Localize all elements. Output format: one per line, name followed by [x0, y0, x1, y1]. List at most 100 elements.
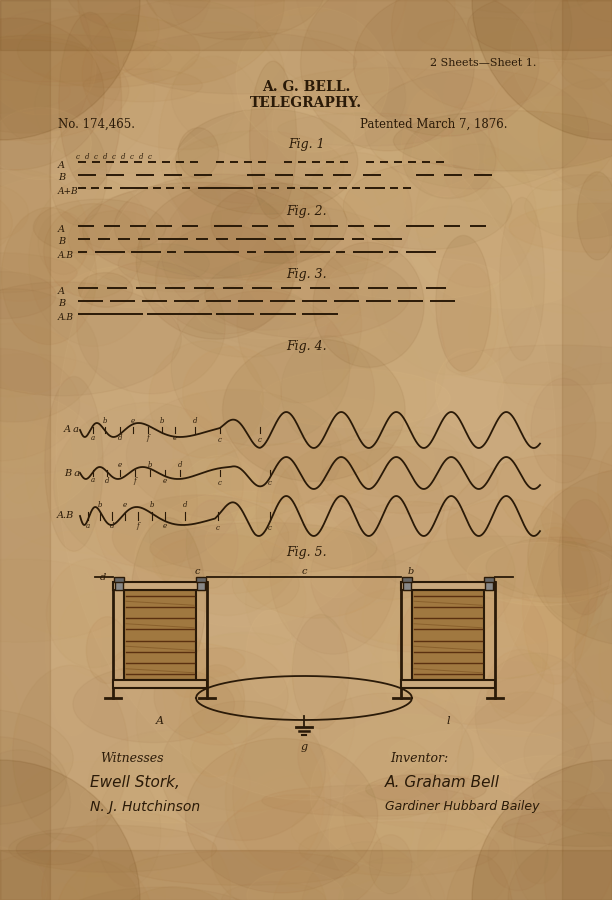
- Ellipse shape: [191, 732, 235, 777]
- Ellipse shape: [70, 266, 201, 308]
- Ellipse shape: [262, 786, 476, 816]
- Text: g: g: [300, 742, 308, 752]
- Text: e: e: [173, 434, 177, 442]
- Ellipse shape: [206, 444, 372, 504]
- Text: B: B: [58, 174, 65, 183]
- Ellipse shape: [0, 390, 97, 518]
- Ellipse shape: [42, 813, 231, 900]
- Ellipse shape: [0, 174, 182, 280]
- Ellipse shape: [223, 338, 405, 482]
- Text: f: f: [147, 434, 149, 442]
- Ellipse shape: [239, 184, 389, 326]
- Ellipse shape: [222, 119, 269, 281]
- Text: c: c: [148, 153, 152, 161]
- Bar: [484, 577, 494, 582]
- Text: Fig. 4.: Fig. 4.: [286, 340, 326, 353]
- Ellipse shape: [179, 670, 247, 788]
- Ellipse shape: [550, 0, 612, 89]
- Text: b: b: [160, 417, 164, 425]
- Bar: [124, 590, 196, 680]
- Ellipse shape: [9, 825, 217, 872]
- Ellipse shape: [343, 163, 512, 249]
- Text: d: d: [183, 501, 187, 509]
- Bar: [403, 579, 411, 590]
- Ellipse shape: [487, 650, 554, 724]
- Ellipse shape: [509, 203, 612, 253]
- Ellipse shape: [341, 329, 426, 469]
- Ellipse shape: [414, 499, 598, 679]
- Ellipse shape: [112, 495, 289, 579]
- Ellipse shape: [0, 0, 149, 135]
- Ellipse shape: [344, 595, 584, 648]
- Text: c: c: [218, 436, 222, 444]
- Text: A.B: A.B: [58, 250, 74, 259]
- Text: A. G. BELL.: A. G. BELL.: [262, 80, 350, 94]
- Ellipse shape: [153, 535, 292, 594]
- Ellipse shape: [496, 38, 612, 168]
- Bar: [401, 680, 495, 688]
- Ellipse shape: [337, 298, 512, 380]
- Ellipse shape: [446, 454, 612, 603]
- Ellipse shape: [159, 56, 268, 229]
- Text: d: d: [103, 153, 107, 161]
- Text: c: c: [94, 153, 98, 161]
- Ellipse shape: [365, 774, 487, 805]
- Text: a: a: [86, 522, 90, 530]
- Ellipse shape: [176, 109, 358, 214]
- Ellipse shape: [86, 616, 129, 683]
- Ellipse shape: [0, 194, 12, 252]
- Ellipse shape: [370, 626, 428, 738]
- Ellipse shape: [435, 348, 504, 432]
- Ellipse shape: [160, 701, 326, 841]
- Ellipse shape: [177, 634, 293, 734]
- Ellipse shape: [511, 0, 612, 132]
- Text: d: d: [139, 153, 143, 161]
- Ellipse shape: [0, 0, 159, 86]
- Bar: [113, 680, 207, 688]
- Text: d: d: [177, 461, 182, 469]
- Text: N. J. Hutchinson: N. J. Hutchinson: [90, 800, 200, 814]
- Text: e: e: [163, 522, 167, 530]
- Ellipse shape: [576, 0, 612, 22]
- Ellipse shape: [17, 14, 200, 87]
- Text: c: c: [258, 436, 262, 444]
- Ellipse shape: [136, 185, 297, 339]
- Ellipse shape: [185, 738, 378, 893]
- Text: B: B: [58, 300, 65, 309]
- Text: c: c: [268, 524, 272, 532]
- Ellipse shape: [521, 271, 612, 313]
- Ellipse shape: [232, 418, 363, 550]
- Text: Fig. 1: Fig. 1: [288, 138, 324, 151]
- Ellipse shape: [271, 867, 328, 900]
- Text: b: b: [103, 417, 107, 425]
- Ellipse shape: [205, 503, 377, 579]
- Bar: [401, 582, 495, 590]
- Ellipse shape: [0, 530, 179, 638]
- Ellipse shape: [577, 172, 612, 260]
- Ellipse shape: [211, 183, 347, 264]
- Text: Fig. 3.: Fig. 3.: [286, 268, 326, 281]
- Ellipse shape: [400, 89, 453, 238]
- Ellipse shape: [330, 257, 502, 300]
- Ellipse shape: [498, 422, 612, 551]
- Ellipse shape: [320, 446, 498, 514]
- Text: A: A: [58, 286, 65, 295]
- Ellipse shape: [16, 833, 94, 865]
- Ellipse shape: [45, 376, 103, 552]
- Text: b: b: [147, 461, 152, 469]
- Ellipse shape: [572, 615, 612, 707]
- Bar: [485, 579, 493, 590]
- Text: l: l: [446, 716, 450, 726]
- Text: Witnesses: Witnesses: [100, 752, 163, 765]
- Text: c: c: [218, 479, 222, 487]
- Ellipse shape: [394, 111, 612, 171]
- Text: d: d: [118, 434, 122, 442]
- Ellipse shape: [467, 542, 612, 606]
- Ellipse shape: [242, 528, 389, 618]
- Ellipse shape: [173, 393, 217, 532]
- Ellipse shape: [80, 211, 154, 250]
- Ellipse shape: [329, 779, 441, 893]
- Ellipse shape: [427, 602, 612, 736]
- Ellipse shape: [417, 797, 512, 900]
- Ellipse shape: [0, 760, 140, 900]
